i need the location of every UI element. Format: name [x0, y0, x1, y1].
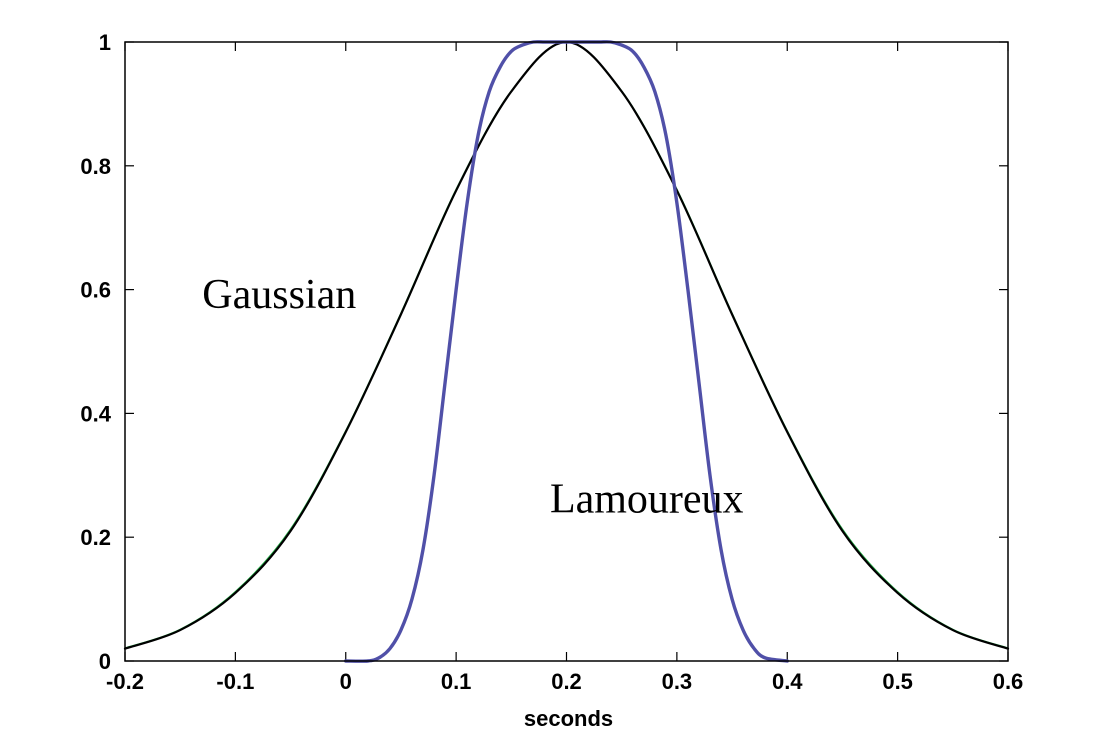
x-tick-label: 0.1: [441, 669, 472, 694]
y-tick-label: 1: [99, 30, 111, 55]
x-tick-label: 0: [340, 669, 352, 694]
y-tick-label: 0: [99, 649, 111, 674]
x-tick-label: 0.4: [772, 669, 803, 694]
x-tick-label: 0.3: [662, 669, 693, 694]
y-tick-label: 0.8: [80, 154, 111, 179]
tick-labels: -0.2 -0.1 0 0.1 0.2 0.3 0.4 0.5 0.6 0 0.2 0.4 0.6 0.8…: [80, 30, 1023, 694]
x-tick-label: 0.6: [993, 669, 1024, 694]
plot-frame: [124, 41, 1009, 662]
annotation-label: Lamoureux: [550, 476, 744, 522]
x-axis-label: seconds: [524, 706, 613, 731]
x-tick-label: 0.2: [551, 669, 582, 694]
x-tick-label: 0.5: [882, 669, 913, 694]
x-tick-label: -0.2: [106, 669, 144, 694]
x-tick-label: -0.1: [216, 669, 254, 694]
annotations: Gaussian Lamoureux: [202, 272, 743, 522]
annotation-label: Gaussian: [202, 272, 356, 318]
y-tick-label: 0.2: [80, 525, 111, 550]
y-tick-label: 0.4: [80, 401, 111, 426]
y-tick-label: 0.6: [80, 278, 111, 303]
